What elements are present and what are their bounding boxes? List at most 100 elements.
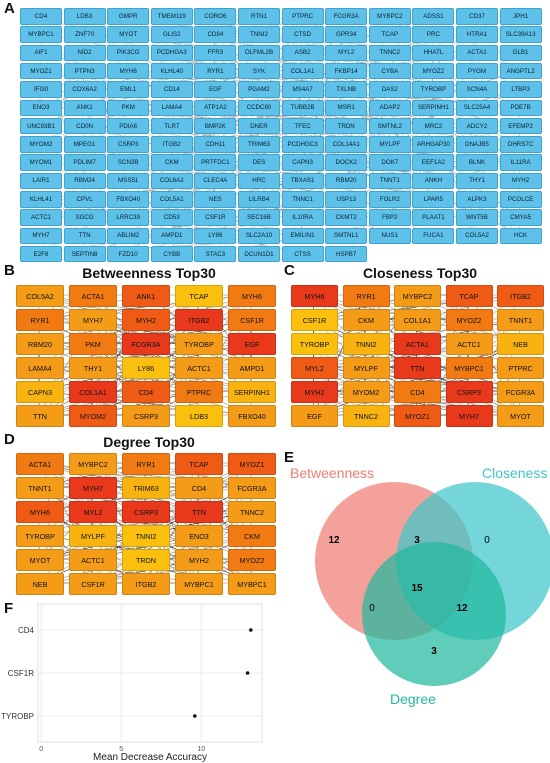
x-tick-label: 10: [197, 746, 205, 753]
gene-node: SERPINH1: [228, 381, 276, 403]
gene-node: HTRA1: [456, 26, 498, 43]
gene-node: GLB1: [499, 44, 542, 62]
network-edge: [38, 294, 199, 320]
gene-node: STAC3: [194, 245, 237, 263]
gene-node: GLIS2: [150, 26, 193, 43]
gene-node: MYOM2: [69, 405, 117, 427]
ppi-network: CD4 LDB3 GMPR TMEM119 CORO6 RTN1 PTPRC FCGR3A MY…: [18, 6, 546, 264]
gene-node: CCDC80: [238, 99, 280, 116]
gene-node: CSRP3: [445, 381, 493, 403]
gene-node: MYH2: [291, 381, 338, 403]
venn-count-betweenness-degree: 0: [369, 603, 375, 614]
gene-node: MYL2: [291, 357, 338, 379]
gene-node: MRC2: [412, 117, 455, 135]
gene-node: MYBPC2: [368, 8, 411, 25]
gene-node: NEB: [497, 333, 544, 355]
gene-node: ADAP2: [368, 99, 411, 116]
gene-node: EGF: [291, 405, 338, 427]
gene-node: RYR1: [122, 453, 170, 475]
gene-node: CD0N: [63, 117, 106, 135]
gene-node: COL1A1: [69, 381, 117, 403]
gene-node: ASB2: [281, 44, 324, 62]
gene-node: FKBP14: [325, 62, 368, 80]
gene-node: ANKH: [412, 172, 455, 190]
network-edge: [388, 88, 520, 144]
gene-node: TTN: [63, 227, 106, 245]
network-edge: [144, 318, 199, 392]
gene-node: CTSS: [281, 245, 324, 263]
x-axis-tick-labels: 0 5 10: [39, 746, 205, 753]
degree-hub-grid: ACTA1 MYBPC2 RYR1 TCAP MYOZ1 TNNT1 MYH7 TRIM63 C…: [14, 452, 280, 596]
y-category-label: CD4: [18, 626, 35, 635]
network-edge: [197, 294, 252, 368]
gene-node: LAMA4: [150, 99, 193, 116]
gene-node: COL1A1: [394, 309, 441, 331]
gene-node: ZNF70: [63, 26, 106, 43]
gene-node: IL11RA: [499, 154, 542, 171]
gene-node: ACTC1: [175, 357, 223, 379]
gene-node: RTN1: [238, 8, 280, 25]
gene-node: TMEM119: [150, 8, 193, 25]
gene-node: LRRC39: [107, 209, 150, 226]
gene-node: LTBP3: [499, 81, 542, 98]
gene-node: ITGB2: [175, 309, 223, 331]
gene-node: TNNI2: [122, 525, 170, 547]
network-edge: [38, 534, 199, 560]
gene-node: MYOZ2: [228, 549, 276, 571]
gene-node: CTSD: [281, 26, 324, 43]
network-edge: [364, 294, 417, 368]
gene-node: HSPB7: [325, 245, 368, 263]
gene-node: CKM: [228, 525, 276, 547]
venn-count-betweenness-only: 12: [328, 535, 340, 546]
gene-node: MS4A7: [281, 81, 324, 98]
data-points: [193, 628, 253, 718]
gene-node: MYLPF: [69, 525, 117, 547]
venn-count-all: 15: [411, 583, 423, 594]
gene-node: MYBPC1: [445, 357, 493, 379]
gene-node: CD4: [394, 381, 441, 403]
gene-node: FOLR2: [368, 191, 411, 208]
gene-node: MYH2: [175, 549, 223, 571]
gene-node: PDLIM7: [63, 154, 106, 171]
gene-node: JPH1: [499, 8, 542, 25]
gene-node: CLEC4A: [194, 172, 237, 190]
gene-node: MYBPC2: [69, 453, 117, 475]
gene-node: EMILIN1: [281, 227, 324, 245]
gene-node: TNNC2: [342, 405, 390, 427]
gene-node: FCGR3A: [228, 477, 276, 499]
gene-node: LILRB4: [238, 191, 280, 208]
gene-node: CAPN3: [281, 154, 324, 171]
gene-node: MYBPC1: [175, 573, 223, 595]
gene-node: EGF: [194, 81, 237, 98]
gene-node: TTN: [175, 501, 223, 523]
gene-node: RBM20: [16, 333, 64, 355]
gene-node: COX6A2: [63, 81, 106, 98]
gene-node: CPVL: [63, 191, 106, 208]
gene-node: ADCY2: [456, 117, 498, 135]
gene-node: TLR7: [150, 117, 193, 135]
gene-node: ACTC1: [69, 549, 117, 571]
gene-node: UNC93B1: [20, 117, 62, 135]
network-edge: [388, 15, 520, 71]
gene-node: SEPTIN8: [63, 245, 106, 263]
data-point: [193, 714, 197, 718]
gene-node: PCOLCE: [499, 191, 542, 208]
gene-node: MYOZ1: [394, 405, 441, 427]
gene-node: TYROBP: [291, 333, 338, 355]
gene-node: FFR3: [194, 44, 237, 62]
gene-node: LDB3: [63, 8, 106, 25]
gene-node: PCDHGA3: [150, 44, 193, 62]
gene-node: SERPINH1: [412, 99, 455, 116]
gene-node: MYH7: [20, 227, 62, 245]
gene-node: ITGB2: [150, 136, 193, 153]
gene-node: MYBPC1: [20, 26, 62, 43]
gene-node: SLC25A4: [456, 99, 498, 116]
gene-node: GPR34: [325, 26, 368, 43]
gene-node: CD53: [150, 209, 193, 226]
gene-node: ANK1: [122, 285, 170, 307]
gene-node: CSF1R: [291, 309, 338, 331]
gene-node: MYOZ1: [20, 62, 62, 80]
gene-node: NES: [194, 191, 237, 208]
gene-node: DNAJB5: [456, 136, 498, 153]
gene-node: TNNC2: [368, 44, 411, 62]
